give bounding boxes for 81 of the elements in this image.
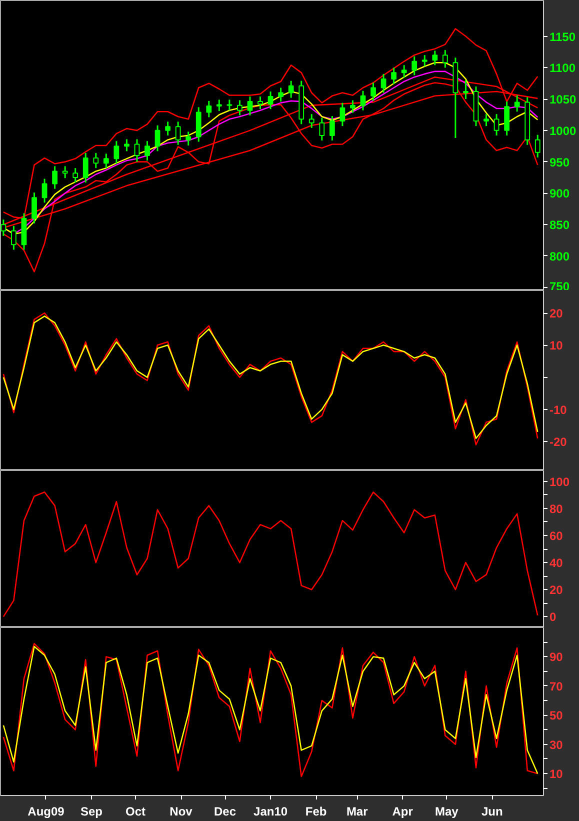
candlestick: [186, 130, 192, 146]
candlestick: [442, 49, 448, 68]
candlestick: [216, 98, 222, 112]
candlestick: [175, 120, 181, 146]
x-tick-label: Apr: [392, 804, 414, 818]
y-tick-label: 950: [550, 155, 570, 170]
y-tick-label: 0: [550, 610, 556, 624]
candlestick: [226, 98, 232, 112]
candlestick: [258, 96, 263, 110]
y-tick-label: 10: [550, 338, 564, 353]
y-tick-label: 850: [550, 218, 570, 232]
y-tick-label: 1000: [550, 124, 577, 138]
candlestick: [93, 152, 99, 169]
y-tick-label: 20: [550, 306, 564, 320]
y-tick-label: 20: [550, 583, 564, 598]
candlestick: [32, 192, 37, 224]
x-tick-label: Mar: [346, 804, 368, 818]
candlestick: [534, 134, 540, 158]
candlestick: [432, 50, 438, 66]
candlestick: [247, 96, 253, 116]
candlestick: [422, 54, 428, 68]
x-tick-label: Dec: [214, 804, 236, 818]
y-tick-label: 800: [550, 249, 570, 264]
candlestick: [134, 138, 140, 163]
y-tick-label: 50: [550, 708, 564, 723]
y-tick-label: 100: [550, 474, 570, 489]
candlestick: [82, 152, 88, 184]
candlestick: [504, 100, 510, 136]
candlestick: [154, 124, 160, 152]
y-tick-label: 40: [550, 556, 564, 570]
y-tick-label: -10: [550, 402, 568, 417]
x-tick-label: May: [434, 804, 459, 818]
y-tick-label: 1050: [550, 92, 577, 107]
candlestick: [124, 138, 130, 152]
candlestick: [380, 73, 386, 94]
x-tick-label: Feb: [305, 804, 327, 818]
y-tick-label: 90: [550, 650, 564, 664]
candlestick: [11, 225, 16, 250]
x-tick-label: Oct: [126, 804, 146, 818]
y-tick-label: 1100: [550, 61, 576, 76]
y-tick-label: 30: [550, 738, 564, 752]
y-tick-label: 70: [550, 679, 564, 694]
y-tick-label: 80: [550, 502, 564, 516]
candlestick: [165, 120, 171, 136]
y-tick-label: 900: [550, 186, 570, 201]
x-tick-label: Sep: [80, 804, 102, 818]
y-tick-label: 10: [550, 767, 564, 782]
candlestick: [494, 113, 500, 136]
candlestick: [42, 178, 48, 204]
candlestick: [72, 167, 78, 184]
candlestick: [329, 115, 335, 142]
candlestick: [237, 100, 242, 116]
candlestick: [463, 79, 468, 100]
candlestick: [308, 113, 314, 129]
candlestick: [360, 90, 366, 112]
candlestick: [206, 100, 212, 118]
candlestick: [484, 113, 489, 127]
candlestick: [319, 117, 325, 142]
candlestick: [114, 140, 120, 164]
candlestick: [268, 90, 274, 110]
candlestick: [62, 165, 68, 179]
candlestick: [340, 102, 346, 127]
candlestick: [412, 56, 418, 76]
x-tick-label: Jun: [481, 804, 503, 818]
candlestick: [350, 100, 356, 114]
x-tick-label: Aug09: [28, 804, 65, 818]
y-tick-label: 1150: [550, 30, 576, 44]
candlestick: [401, 64, 407, 78]
candlestick: [52, 165, 58, 190]
y-tick-label: -20: [550, 435, 568, 450]
line-series: [2, 492, 538, 618]
x-tick-label: Nov: [170, 804, 193, 818]
candlestick: [370, 82, 376, 102]
candlestick: [288, 80, 294, 99]
candlestick: [391, 66, 397, 85]
candlestick: [514, 94, 520, 112]
candlestick: [103, 152, 109, 169]
x-tick-label: Jan10: [254, 804, 288, 818]
candlestick: [144, 140, 150, 162]
candlestick: [278, 87, 284, 102]
y-tick-label: 60: [550, 528, 564, 543]
